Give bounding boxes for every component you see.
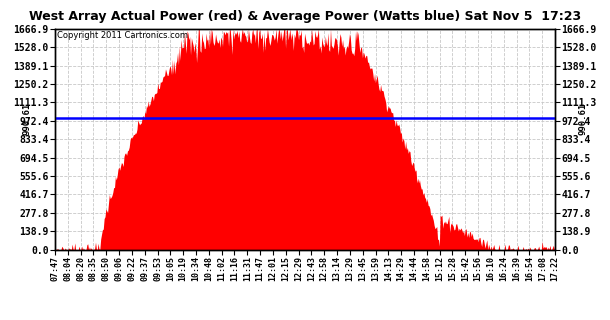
Text: Copyright 2011 Cartronics.com: Copyright 2011 Cartronics.com: [57, 31, 188, 40]
Text: 990.61: 990.61: [578, 102, 587, 134]
Text: West Array Actual Power (red) & Average Power (Watts blue) Sat Nov 5  17:23: West Array Actual Power (red) & Average …: [29, 10, 581, 23]
Text: 990.61: 990.61: [23, 102, 32, 134]
